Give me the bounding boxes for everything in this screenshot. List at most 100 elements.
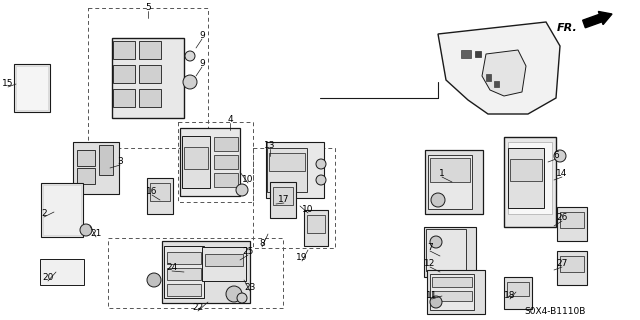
Text: 18: 18 <box>504 292 516 300</box>
Bar <box>266 142 324 198</box>
Bar <box>180 128 240 196</box>
Bar <box>507 282 529 296</box>
Circle shape <box>316 159 326 169</box>
Bar <box>73 142 119 194</box>
Bar <box>304 210 328 246</box>
Text: 11: 11 <box>426 292 438 300</box>
Bar <box>486 74 490 81</box>
Bar <box>430 274 474 310</box>
Bar <box>40 259 84 285</box>
Bar <box>113 41 135 59</box>
Bar <box>182 136 210 188</box>
Text: 22: 22 <box>193 303 204 313</box>
Circle shape <box>183 75 197 89</box>
Bar <box>139 65 161 83</box>
Bar <box>432 291 472 301</box>
Circle shape <box>147 273 161 287</box>
Text: 15: 15 <box>3 79 13 89</box>
Circle shape <box>80 224 92 236</box>
Bar <box>510 159 542 181</box>
Circle shape <box>430 236 442 248</box>
Bar <box>430 158 470 182</box>
Text: 7: 7 <box>427 244 433 252</box>
Text: 25: 25 <box>243 247 253 257</box>
Text: 20: 20 <box>42 274 54 283</box>
Text: 16: 16 <box>147 188 157 196</box>
Bar <box>108 238 283 308</box>
Bar <box>77 150 95 166</box>
Bar <box>113 65 135 83</box>
Bar <box>150 183 170 201</box>
Bar <box>475 51 481 57</box>
Text: 1: 1 <box>439 170 445 179</box>
Bar <box>214 137 238 151</box>
Bar <box>43 185 81 235</box>
Bar <box>267 148 307 192</box>
Polygon shape <box>438 22 560 114</box>
Text: 10: 10 <box>302 205 314 214</box>
Bar <box>112 38 184 118</box>
Text: 4: 4 <box>227 116 233 124</box>
Bar <box>508 142 552 214</box>
Bar <box>307 215 325 233</box>
Bar <box>139 41 161 59</box>
Bar <box>167 252 201 264</box>
Text: 3: 3 <box>117 157 123 166</box>
Bar <box>425 150 483 214</box>
Text: 6: 6 <box>553 151 559 161</box>
Bar <box>41 183 83 237</box>
Bar <box>178 122 253 202</box>
Bar <box>504 277 532 309</box>
Bar <box>428 155 472 209</box>
Bar <box>461 50 471 58</box>
Bar <box>139 89 161 107</box>
Text: 27: 27 <box>556 260 568 268</box>
Bar <box>167 284 201 296</box>
Circle shape <box>226 286 242 302</box>
Text: 17: 17 <box>278 196 290 204</box>
Text: 19: 19 <box>296 253 308 262</box>
Text: 8: 8 <box>259 239 265 249</box>
Circle shape <box>185 51 195 61</box>
Bar <box>270 182 296 218</box>
Text: 26: 26 <box>556 213 568 222</box>
Bar <box>269 153 305 171</box>
Text: FR.: FR. <box>557 23 578 33</box>
Bar <box>167 268 201 280</box>
Bar <box>273 187 293 205</box>
Bar <box>88 8 208 148</box>
Circle shape <box>431 193 445 207</box>
Bar <box>493 81 499 87</box>
Text: 14: 14 <box>556 170 568 179</box>
Polygon shape <box>482 50 526 96</box>
Bar <box>164 246 204 298</box>
Circle shape <box>316 175 326 185</box>
Bar <box>253 148 335 248</box>
Bar <box>508 148 544 208</box>
FancyArrow shape <box>582 12 612 28</box>
Bar <box>14 64 50 112</box>
Bar <box>214 155 238 169</box>
Bar <box>205 254 243 266</box>
Bar <box>426 229 466 271</box>
Text: 12: 12 <box>424 260 436 268</box>
Text: 21: 21 <box>90 229 102 238</box>
Text: 13: 13 <box>264 141 276 150</box>
Circle shape <box>430 296 442 308</box>
Bar <box>162 241 250 303</box>
Bar <box>77 168 95 184</box>
Bar <box>432 277 472 287</box>
Bar <box>560 256 584 272</box>
Circle shape <box>554 150 566 162</box>
Bar <box>16 66 48 110</box>
Bar <box>427 270 485 314</box>
Circle shape <box>236 184 248 196</box>
Bar <box>214 173 238 187</box>
Text: S0X4-B1110B: S0X4-B1110B <box>524 308 586 316</box>
Text: 5: 5 <box>145 4 151 12</box>
Text: 2: 2 <box>41 210 47 219</box>
Bar <box>560 212 584 228</box>
Bar <box>557 207 587 241</box>
Circle shape <box>237 293 247 303</box>
Text: 24: 24 <box>166 263 178 273</box>
